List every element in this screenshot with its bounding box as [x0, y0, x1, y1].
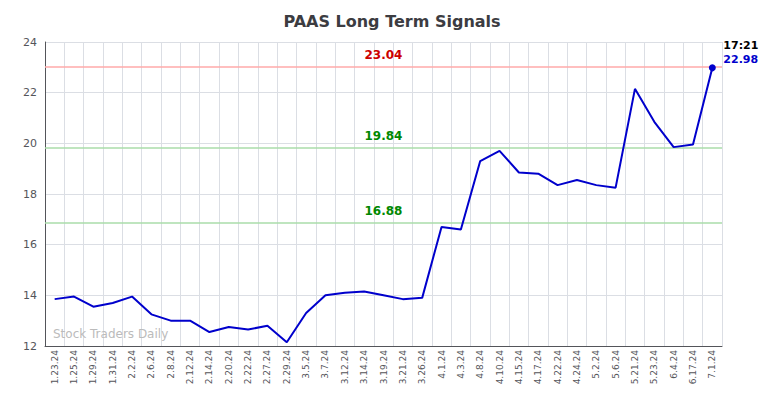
svg-text:17:21: 17:21: [723, 39, 758, 52]
svg-text:2.14.24: 2.14.24: [204, 350, 214, 385]
svg-text:20: 20: [23, 137, 37, 150]
svg-text:4.17.24: 4.17.24: [533, 350, 543, 385]
svg-text:1.31.24: 1.31.24: [108, 350, 118, 385]
svg-text:3.5.24: 3.5.24: [301, 350, 311, 379]
svg-text:12: 12: [23, 340, 37, 353]
svg-text:3.12.24: 3.12.24: [340, 350, 350, 385]
svg-text:4.22.24: 4.22.24: [553, 350, 563, 385]
svg-text:2.6.24: 2.6.24: [146, 350, 156, 379]
svg-text:3.14.24: 3.14.24: [359, 350, 369, 385]
svg-text:4.10.24: 4.10.24: [495, 350, 505, 385]
svg-text:2.12.24: 2.12.24: [185, 350, 195, 385]
svg-text:1.25.24: 1.25.24: [69, 350, 79, 385]
svg-text:22: 22: [23, 86, 37, 99]
svg-text:4.8.24: 4.8.24: [475, 350, 485, 379]
svg-text:6.4.24: 6.4.24: [669, 350, 679, 379]
svg-text:7.1.24: 7.1.24: [707, 350, 717, 379]
svg-text:3.26.24: 3.26.24: [417, 350, 427, 385]
svg-text:2.2.24: 2.2.24: [127, 350, 137, 379]
svg-text:2.20.24: 2.20.24: [224, 350, 234, 385]
svg-text:3.21.24: 3.21.24: [398, 350, 408, 385]
svg-text:5.6.24: 5.6.24: [611, 350, 621, 379]
svg-text:14: 14: [23, 289, 37, 302]
svg-text:2.22.24: 2.22.24: [243, 350, 253, 385]
svg-text:22.98: 22.98: [723, 53, 758, 66]
svg-text:Stock Traders Daily: Stock Traders Daily: [53, 327, 168, 341]
svg-text:5.21.24: 5.21.24: [630, 350, 640, 385]
svg-text:23.04: 23.04: [365, 48, 403, 62]
svg-text:4.3.24: 4.3.24: [456, 350, 466, 379]
svg-text:2.27.24: 2.27.24: [262, 350, 272, 385]
svg-text:4.15.24: 4.15.24: [514, 350, 524, 385]
svg-text:16: 16: [23, 238, 37, 251]
svg-text:1.23.24: 1.23.24: [50, 350, 60, 385]
svg-text:4.1.24: 4.1.24: [437, 350, 447, 379]
svg-text:1.29.24: 1.29.24: [88, 350, 98, 385]
svg-text:2.29.24: 2.29.24: [282, 350, 292, 385]
svg-text:3.7.24: 3.7.24: [320, 350, 330, 379]
svg-text:3.19.24: 3.19.24: [379, 350, 389, 385]
svg-text:PAAS Long Term Signals: PAAS Long Term Signals: [283, 12, 500, 31]
svg-text:5.2.24: 5.2.24: [591, 350, 601, 379]
svg-text:18: 18: [23, 188, 37, 201]
svg-text:16.88: 16.88: [365, 204, 403, 218]
svg-text:5.23.24: 5.23.24: [649, 350, 659, 385]
svg-text:24: 24: [23, 36, 37, 49]
svg-text:6.17.24: 6.17.24: [688, 350, 698, 385]
svg-text:2.8.24: 2.8.24: [166, 350, 176, 379]
svg-text:19.84: 19.84: [365, 129, 403, 143]
svg-text:4.24.24: 4.24.24: [572, 350, 582, 385]
